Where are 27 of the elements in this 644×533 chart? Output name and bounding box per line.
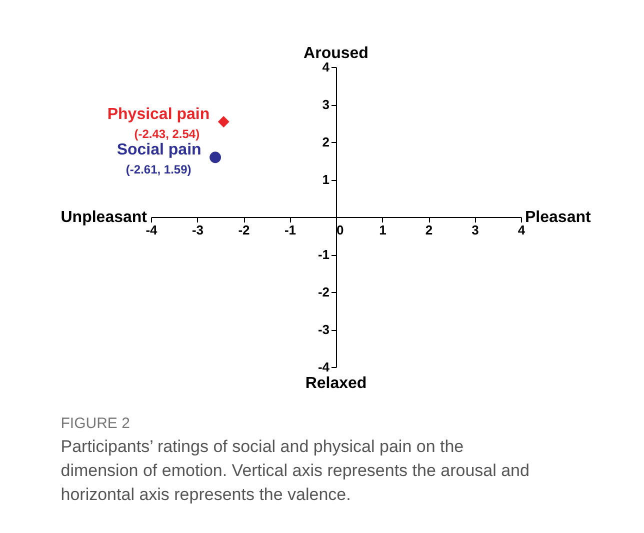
- data-label: (-2.61, 1.59): [126, 162, 192, 176]
- text: FIGURE 2: [60, 415, 130, 432]
- y-tick-label: -3: [318, 322, 330, 337]
- y-tick-label: -4: [318, 360, 330, 374]
- series-label: Social pain: [116, 141, 202, 158]
- y-tick-label: -1: [318, 247, 330, 262]
- y-tick-label: 1: [322, 172, 330, 187]
- y-tick-label: 4: [322, 60, 330, 74]
- y-tick-label: 3: [322, 97, 330, 112]
- x-tick-label: 0: [336, 222, 344, 238]
- x-tick-label: 1: [379, 222, 386, 238]
- y-axis-title: Aroused: [304, 45, 368, 62]
- x-tick-label: 3: [472, 222, 479, 238]
- data-label: (-2.43, 2.54): [134, 126, 200, 141]
- x-tick-label: 2: [425, 222, 433, 238]
- series-label: Physical pain: [107, 106, 210, 123]
- text: Unpleasant: [60, 209, 148, 226]
- y-tick-label: 2: [322, 134, 330, 150]
- text: Relaxed: [305, 375, 367, 392]
- x-tick-label: 4: [518, 222, 526, 238]
- x-tick-label: -2: [238, 222, 250, 238]
- x-axis-title: Pleasant: [525, 209, 592, 226]
- x-tick-label: -1: [284, 222, 296, 238]
- x-tick-label: -4: [146, 222, 158, 238]
- text: Participants’ ratings of social and physical pain on the dimension of emotion. Vertical axis represents the arousal and horizontal axis represents the valence.: [60, 437, 530, 504]
- y-tick-label: -2: [318, 284, 330, 300]
- x-tick-label: -3: [192, 222, 204, 238]
